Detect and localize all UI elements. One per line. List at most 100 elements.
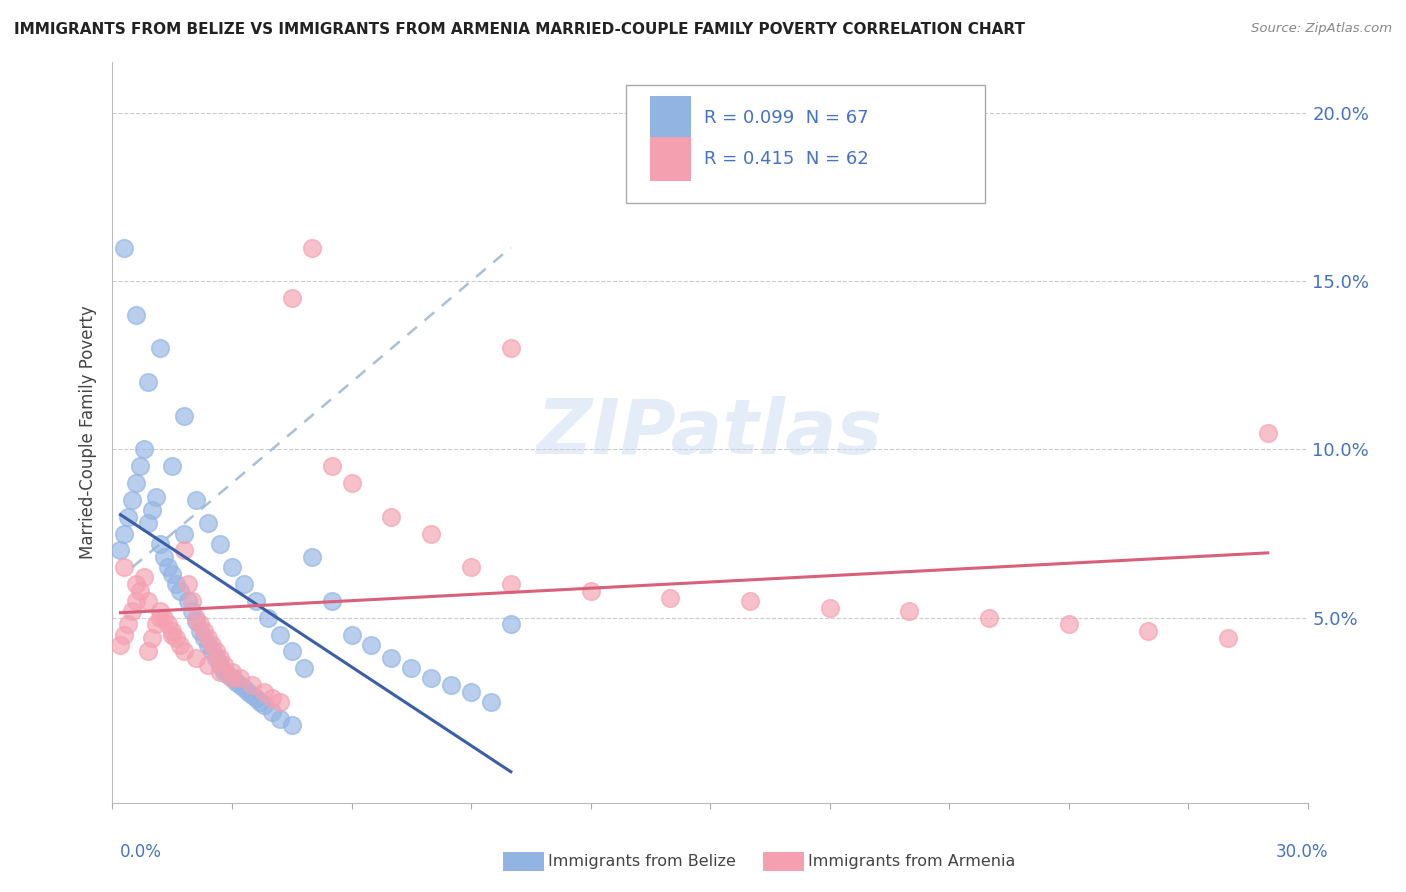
- Point: [245, 594, 267, 608]
- Point: [221, 665, 243, 679]
- Point: [114, 627, 135, 641]
- Point: [157, 617, 180, 632]
- Point: [380, 509, 402, 524]
- Point: [129, 583, 152, 598]
- Point: [209, 657, 232, 672]
- Text: IMMIGRANTS FROM BELIZE VS IMMIGRANTS FROM ARMENIA MARRIED-COUPLE FAMILY POVERTY : IMMIGRANTS FROM BELIZE VS IMMIGRANTS FRO…: [14, 22, 1025, 37]
- Point: [499, 577, 522, 591]
- Point: [165, 577, 187, 591]
- Point: [898, 604, 921, 618]
- Text: 30.0%: 30.0%: [1277, 843, 1329, 861]
- Point: [217, 668, 239, 682]
- Point: [212, 665, 235, 679]
- Point: [153, 610, 176, 624]
- Point: [197, 516, 219, 531]
- Point: [134, 442, 156, 457]
- Point: [193, 624, 215, 639]
- Point: [221, 671, 243, 685]
- Point: [257, 610, 280, 624]
- Point: [269, 695, 291, 709]
- Point: [149, 536, 172, 550]
- Point: [162, 459, 183, 474]
- Point: [157, 560, 180, 574]
- Point: [1216, 631, 1239, 645]
- Point: [173, 543, 195, 558]
- Point: [173, 526, 195, 541]
- Point: [177, 594, 200, 608]
- Point: [340, 476, 363, 491]
- Text: 0.0%: 0.0%: [120, 843, 162, 861]
- Point: [579, 583, 602, 598]
- Point: [240, 688, 263, 702]
- Point: [162, 566, 183, 581]
- Point: [138, 644, 160, 658]
- Point: [301, 240, 323, 254]
- Point: [212, 657, 235, 672]
- Point: [1057, 617, 1080, 632]
- Point: [149, 342, 172, 356]
- Point: [360, 638, 382, 652]
- Point: [221, 671, 243, 685]
- Point: [240, 678, 263, 692]
- Point: [114, 526, 135, 541]
- Point: [197, 657, 219, 672]
- Point: [114, 560, 135, 574]
- Point: [165, 631, 187, 645]
- Point: [249, 695, 271, 709]
- Point: [186, 610, 208, 624]
- Point: [193, 631, 215, 645]
- Point: [260, 705, 283, 719]
- Point: [138, 594, 160, 608]
- Point: [162, 627, 183, 641]
- Point: [977, 610, 1000, 624]
- Point: [229, 671, 252, 685]
- Point: [205, 651, 228, 665]
- Point: [209, 665, 232, 679]
- Point: [201, 638, 224, 652]
- Text: R = 0.099  N = 67: R = 0.099 N = 67: [704, 109, 869, 127]
- Point: [134, 570, 156, 584]
- Point: [209, 651, 232, 665]
- Point: [181, 604, 204, 618]
- Point: [138, 516, 160, 531]
- Point: [169, 638, 191, 652]
- Text: Immigrants from Belize: Immigrants from Belize: [548, 855, 737, 869]
- Point: [233, 681, 256, 696]
- Point: [260, 691, 283, 706]
- Point: [110, 543, 132, 558]
- Y-axis label: Married-Couple Family Poverty: Married-Couple Family Poverty: [79, 306, 97, 559]
- Point: [188, 624, 211, 639]
- Point: [138, 375, 160, 389]
- Point: [253, 685, 276, 699]
- Text: Immigrants from Armenia: Immigrants from Armenia: [808, 855, 1015, 869]
- Point: [229, 678, 252, 692]
- Point: [141, 631, 163, 645]
- Point: [738, 594, 761, 608]
- Point: [162, 624, 183, 639]
- Point: [153, 550, 176, 565]
- Point: [818, 600, 841, 615]
- Text: ZIPatlas: ZIPatlas: [537, 396, 883, 469]
- Point: [233, 577, 256, 591]
- Point: [292, 661, 315, 675]
- Point: [121, 492, 143, 507]
- Point: [173, 409, 195, 423]
- Point: [1257, 425, 1279, 440]
- FancyBboxPatch shape: [651, 96, 690, 140]
- Point: [499, 617, 522, 632]
- Point: [125, 594, 148, 608]
- Point: [321, 459, 343, 474]
- Point: [177, 577, 200, 591]
- Point: [141, 503, 163, 517]
- Point: [460, 685, 482, 699]
- Point: [173, 644, 195, 658]
- Point: [145, 490, 167, 504]
- Point: [125, 577, 148, 591]
- Point: [245, 691, 267, 706]
- Point: [281, 718, 304, 732]
- Point: [201, 644, 224, 658]
- Point: [499, 342, 522, 356]
- Point: [197, 638, 219, 652]
- FancyBboxPatch shape: [627, 85, 986, 203]
- Point: [129, 459, 152, 474]
